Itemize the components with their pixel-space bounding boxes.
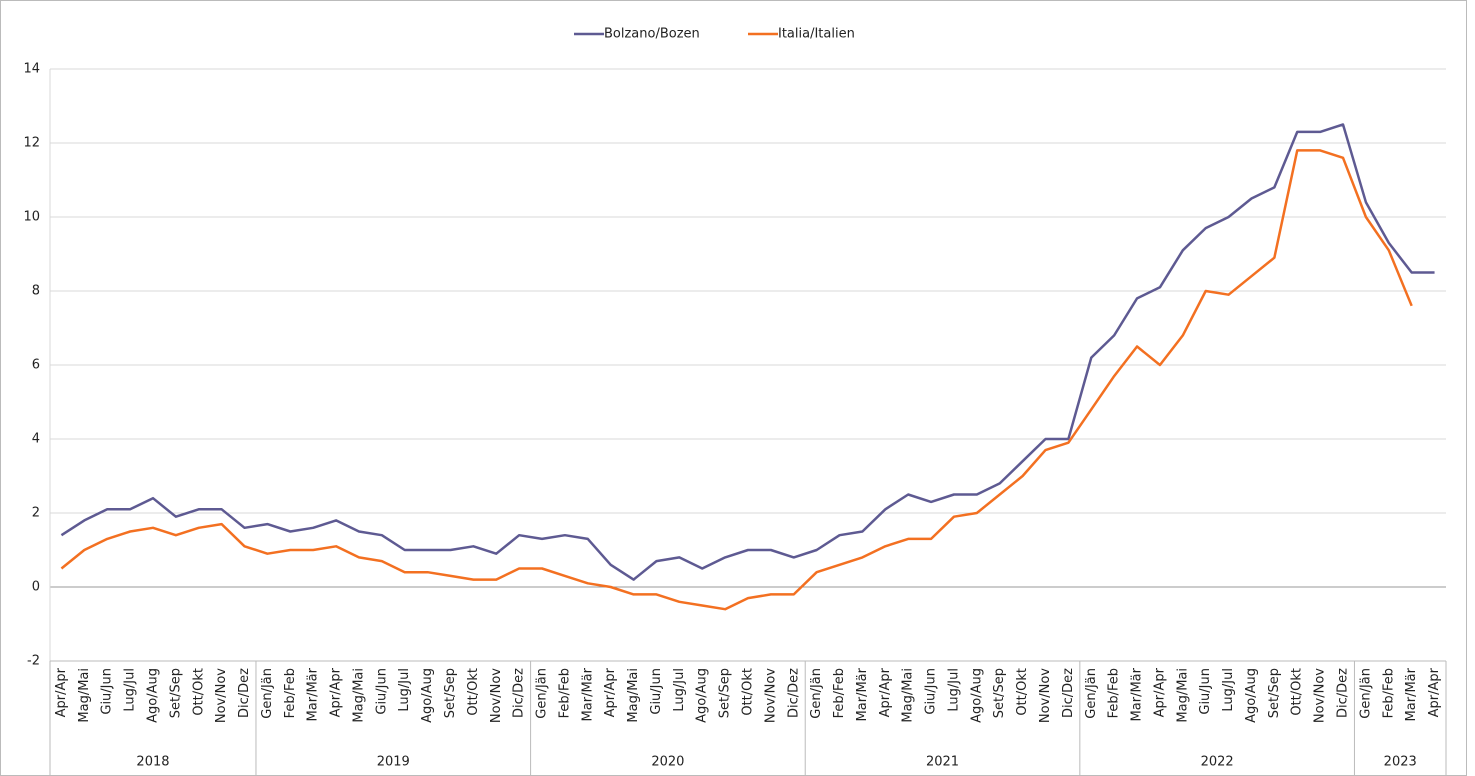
series-line <box>60 149 1413 611</box>
y-tick-label: 10 <box>23 210 40 225</box>
x-tick-label: Giu/Jun <box>100 668 115 715</box>
group-label: 2023 <box>1384 755 1417 770</box>
x-tick-label: Set/Sep <box>992 668 1007 718</box>
x-tick-label: Mar/Mär <box>580 667 595 721</box>
x-tick-label: Mar/Mär <box>1404 667 1419 721</box>
x-tick-label: Apr/Apr <box>878 667 893 717</box>
x-tick-label: Lug/Jul <box>123 668 138 712</box>
y-tick-label: 14 <box>23 62 40 77</box>
x-tick-label: Dic/Dez <box>1336 668 1351 718</box>
x-tick-label: Ott/Okt <box>741 668 756 716</box>
x-tick-label: Dic/Dez <box>786 668 801 718</box>
group-label: 2019 <box>377 755 410 770</box>
y-tick-label: 4 <box>32 432 40 447</box>
x-tick-label: Giu/Jun <box>1198 668 1213 715</box>
x-tick-label: Set/Sep <box>718 668 733 718</box>
x-tick-label: Dic/Dez <box>237 668 252 718</box>
series-line <box>60 123 1435 581</box>
x-tick-label: Lug/Jul <box>1221 668 1236 712</box>
y-tick-label: 8 <box>32 284 40 299</box>
x-tick-label: Mag/Mai <box>77 668 92 723</box>
x-tick-label: Ago/Aug <box>145 668 160 723</box>
x-tick-label: Feb/Feb <box>1381 668 1396 718</box>
x-tick-label: Nov/Nov <box>763 668 778 723</box>
x-tick-label: Mar/Mär <box>1130 667 1145 721</box>
x-tick-label: Giu/Jun <box>924 668 939 715</box>
x-tick-label: Ago/Aug <box>969 668 984 723</box>
x-tick-label: Nov/Nov <box>1038 668 1053 723</box>
x-tick-label: Mar/Mär <box>855 667 870 721</box>
x-tick-label: Mar/Mär <box>306 667 321 721</box>
x-tick-label: Dic/Dez <box>1061 668 1076 718</box>
x-tick-label: Feb/Feb <box>1107 668 1122 718</box>
x-tick-label: Lug/Jul <box>672 668 687 712</box>
x-tick-label: Giu/Jun <box>374 668 389 715</box>
x-tick-label: Lug/Jul <box>397 668 412 712</box>
x-tick-label: Gen/Jän <box>809 668 824 719</box>
x-tick-label: Mag/Mai <box>1175 668 1190 723</box>
x-tick-label: Apr/Apr <box>1152 667 1167 717</box>
x-tick-label: Ott/Okt <box>1015 668 1030 716</box>
x-tick-label: Gen/Jän <box>1084 668 1099 719</box>
x-tick-label: Feb/Feb <box>557 668 572 718</box>
x-tick-label: Apr/Apr <box>54 667 69 717</box>
legend-label: Bolzano/Bozen <box>604 27 700 42</box>
group-label: 2021 <box>926 755 959 770</box>
x-tick-label: Set/Sep <box>443 668 458 718</box>
group-label: 2018 <box>136 755 169 770</box>
x-tick-label: Gen/Jän <box>535 668 550 719</box>
x-tick-label: Apr/Apr <box>329 667 344 717</box>
x-tick-label: Feb/Feb <box>832 668 847 718</box>
x-tick-label: Mag/Mai <box>626 668 641 723</box>
x-tick-label: Apr/Apr <box>1427 667 1442 717</box>
y-tick-label: 6 <box>32 358 40 373</box>
x-tick-label: Ago/Aug <box>420 668 435 723</box>
x-tick-label: Lug/Jul <box>946 668 961 712</box>
y-tick-label: 2 <box>32 506 40 521</box>
x-tick-label: Nov/Nov <box>489 668 504 723</box>
x-tick-label: Dic/Dez <box>512 668 527 718</box>
x-tick-label: Ott/Okt <box>466 668 481 716</box>
y-tick-label: 12 <box>23 136 40 151</box>
x-tick-label: Ago/Aug <box>1244 668 1259 723</box>
x-tick-label: Ott/Okt <box>1290 668 1305 716</box>
x-tick-label: Feb/Feb <box>283 668 298 718</box>
group-label: 2022 <box>1201 755 1234 770</box>
x-tick-label: Ago/Aug <box>695 668 710 723</box>
x-tick-label: Nov/Nov <box>214 668 229 723</box>
x-tick-label: Mag/Mai <box>901 668 916 723</box>
y-tick-label: 0 <box>32 580 40 595</box>
x-tick-label: Mag/Mai <box>351 668 366 723</box>
x-tick-label: Gen/Jän <box>1358 668 1373 719</box>
x-tick-label: Nov/Nov <box>1313 668 1328 723</box>
group-label: 2020 <box>651 755 684 770</box>
x-tick-label: Gen/Jän <box>260 668 275 719</box>
x-tick-label: Apr/Apr <box>603 667 618 717</box>
x-tick-label: Giu/Jun <box>649 668 664 715</box>
legend-label: Italia/Italien <box>778 27 855 42</box>
x-tick-label: Set/Sep <box>1267 668 1282 718</box>
x-tick-label: Set/Sep <box>168 668 183 718</box>
y-tick-label: -2 <box>27 654 40 669</box>
x-tick-label: Ott/Okt <box>191 668 206 716</box>
